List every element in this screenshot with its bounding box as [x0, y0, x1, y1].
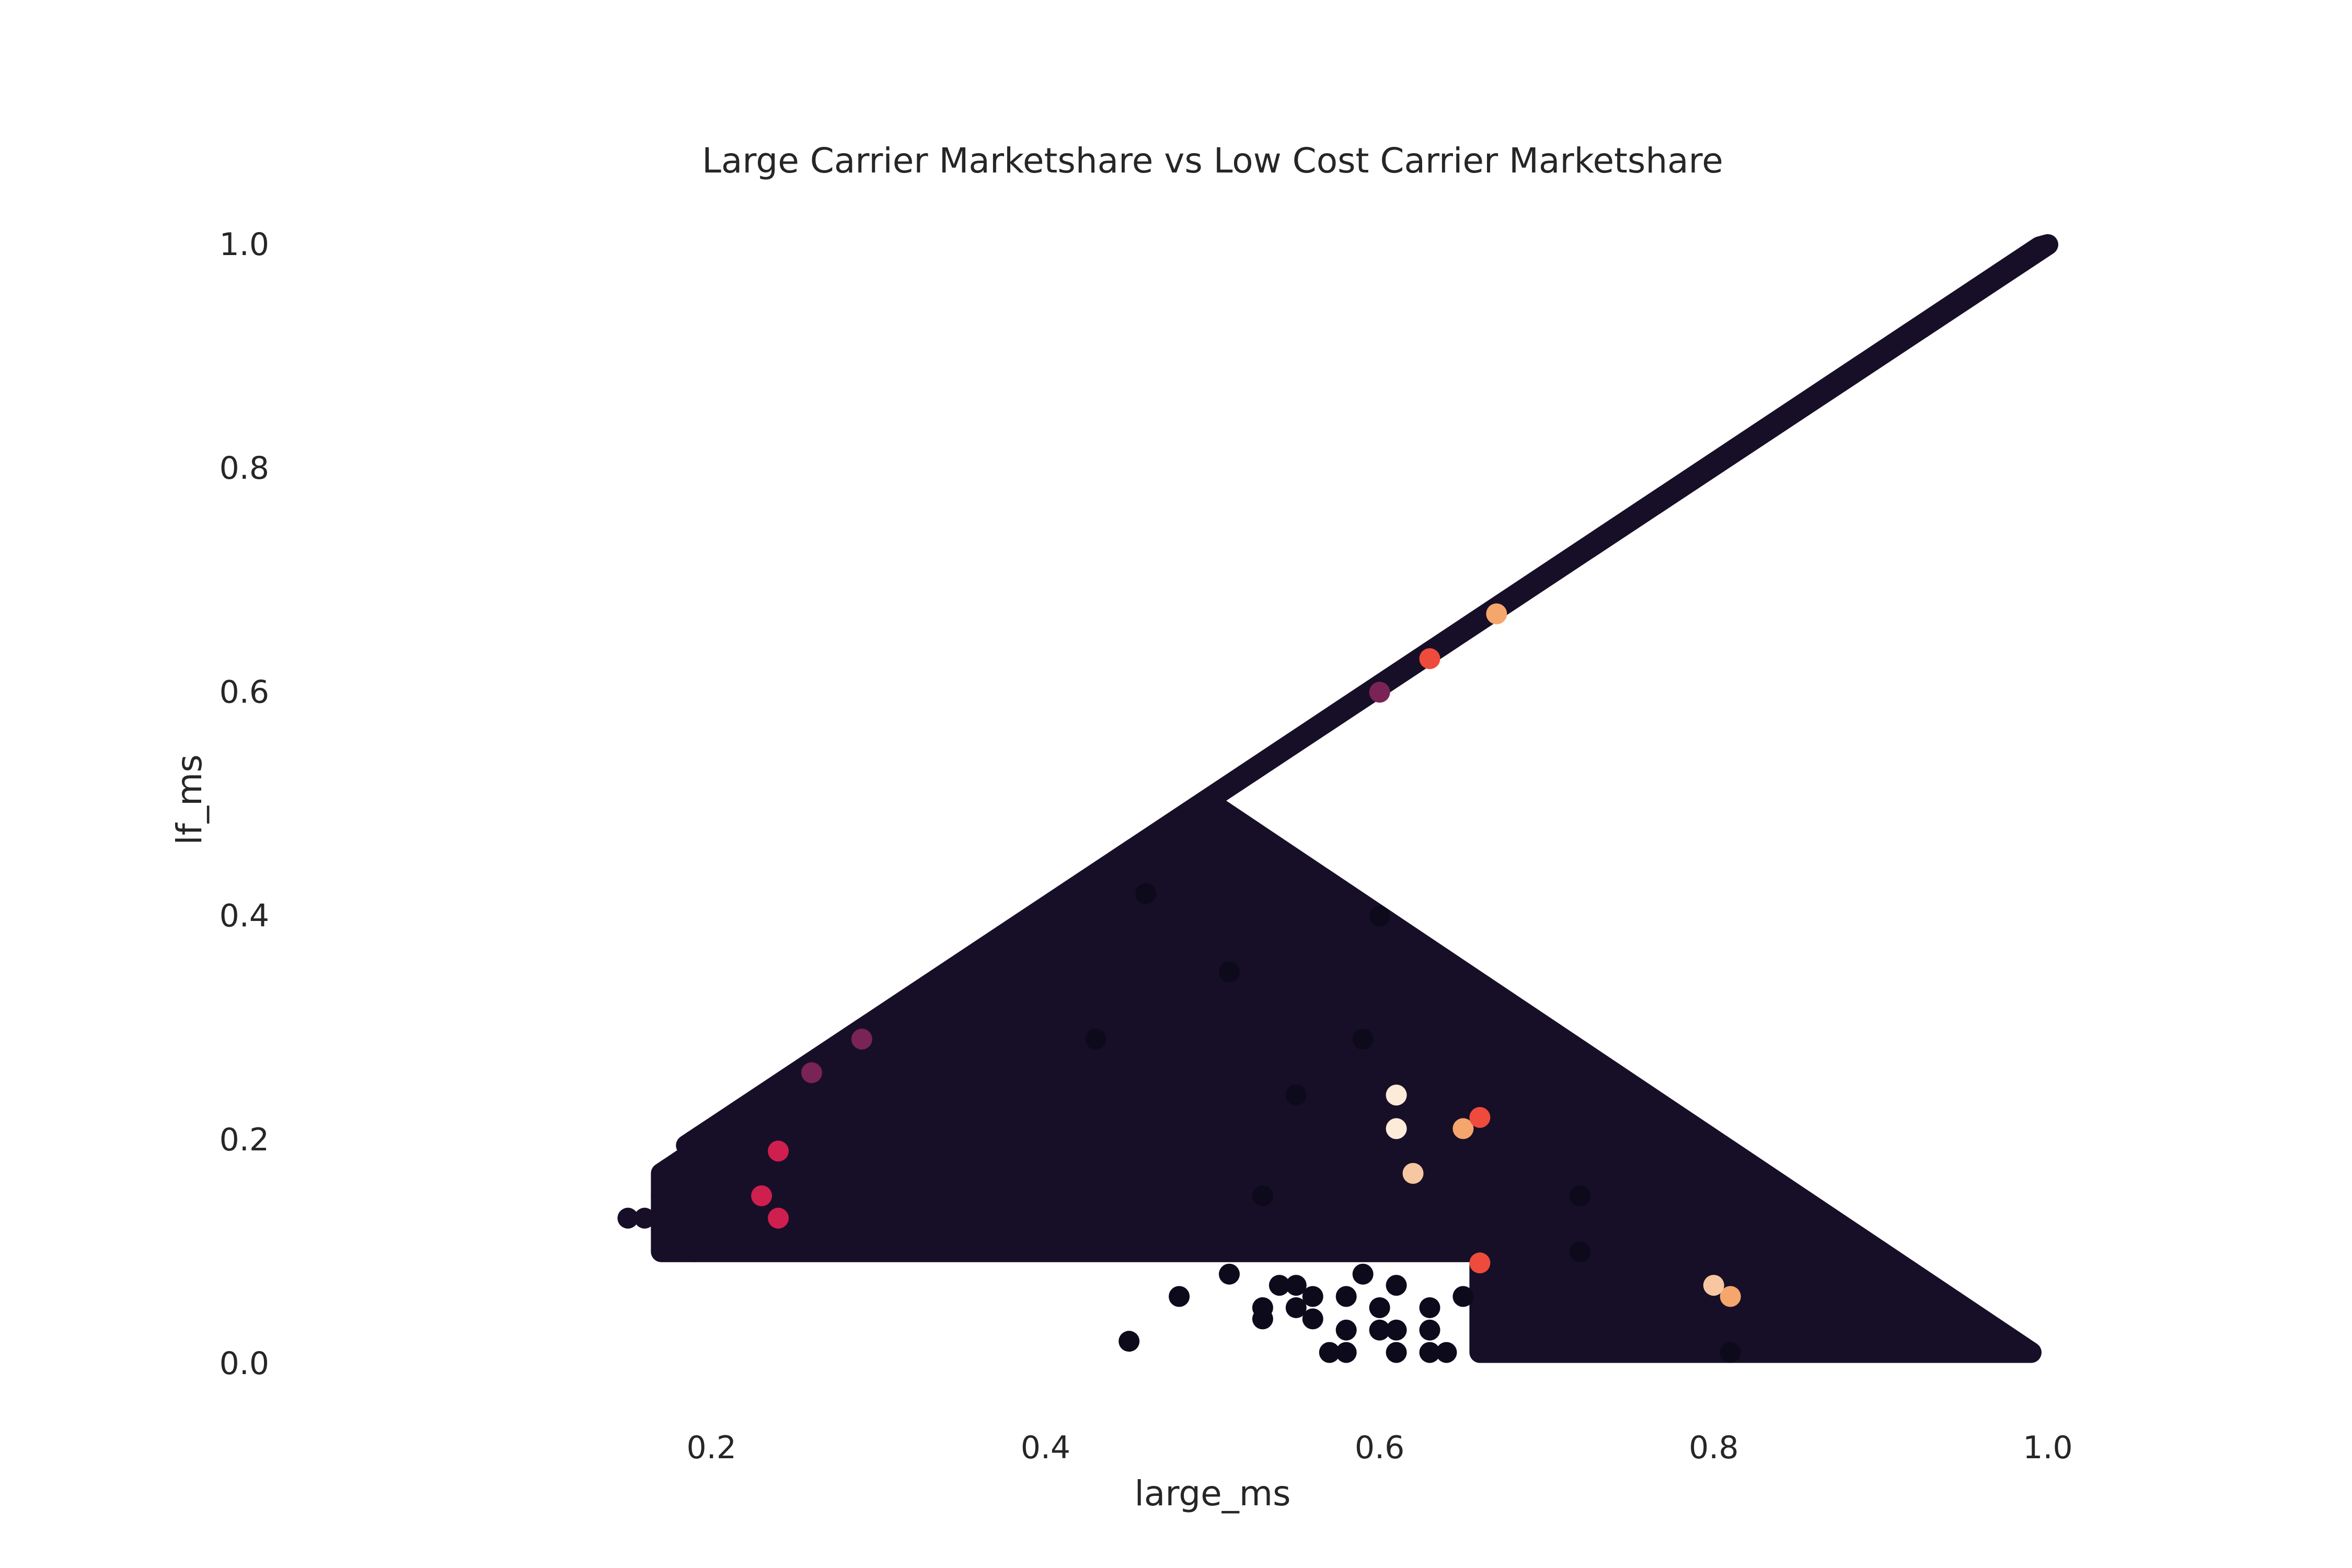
data-point — [768, 1140, 789, 1162]
data-point — [1285, 1275, 1307, 1296]
data-point — [1135, 883, 1157, 904]
data-point — [1703, 1275, 1724, 1296]
x-axis-ticks: 0.2 0.4 0.6 0.8 1.0 — [686, 1429, 2072, 1466]
data-point — [1720, 1286, 1741, 1307]
data-point — [1386, 1319, 1407, 1341]
data-point — [801, 1062, 822, 1083]
data-point — [1419, 1319, 1440, 1341]
x-axis-label: large_ms — [1135, 1473, 1291, 1514]
y-tick-label: 0.2 — [220, 1122, 269, 1158]
data-point — [1469, 1106, 1491, 1128]
x-tick-label: 0.2 — [686, 1429, 736, 1466]
density-regions — [651, 234, 2058, 1363]
data-point — [851, 1029, 872, 1050]
data-point — [1386, 1118, 1407, 1139]
data-point — [751, 1185, 773, 1206]
data-point — [1252, 1308, 1273, 1330]
data-point — [1419, 648, 1440, 670]
data-point — [651, 1219, 672, 1240]
y-tick-label: 0.8 — [220, 450, 269, 487]
data-point — [1218, 961, 1240, 983]
data-point — [1252, 1185, 1273, 1206]
data-point — [1369, 682, 1390, 703]
data-point — [684, 1241, 706, 1262]
data-point — [1319, 1342, 1340, 1363]
data-point — [1369, 905, 1390, 927]
data-point — [1335, 1286, 1357, 1307]
x-tick-label: 0.4 — [1021, 1429, 1070, 1466]
x-tick-label: 0.8 — [1689, 1429, 1738, 1466]
data-point — [701, 1151, 722, 1173]
data-point — [1720, 1342, 1741, 1363]
data-point — [1419, 1297, 1440, 1318]
data-point — [1386, 1342, 1407, 1363]
data-point — [1452, 1118, 1474, 1139]
chart-title: Large Carrier Marketshare vs Low Cost Ca… — [702, 141, 1723, 181]
data-point — [1369, 1319, 1390, 1341]
data-point — [617, 1207, 639, 1229]
y-axis-label: lf_ms — [169, 754, 210, 845]
data-point — [651, 1185, 672, 1206]
y-tick-label: 0.0 — [220, 1345, 269, 1382]
data-point — [1302, 1286, 1323, 1307]
data-point — [1218, 1263, 1240, 1285]
data-point — [1570, 1185, 1591, 1206]
density-region-2 — [1469, 1241, 2042, 1363]
data-point — [1269, 1275, 1290, 1296]
data-point — [1419, 1342, 1440, 1363]
data-point — [1386, 1275, 1407, 1296]
data-point — [1352, 1029, 1374, 1050]
x-tick-label: 1.0 — [2023, 1429, 2072, 1466]
data-point — [1352, 1263, 1374, 1285]
data-point — [1570, 1241, 1591, 1262]
y-tick-label: 0.6 — [220, 674, 269, 710]
data-point — [1452, 1286, 1474, 1307]
data-point — [1085, 1029, 1106, 1050]
y-tick-label: 0.4 — [220, 898, 269, 935]
data-point — [1169, 1286, 1190, 1307]
data-point — [1335, 1342, 1357, 1363]
x-tick-label: 0.6 — [1355, 1429, 1404, 1466]
scatter-points — [617, 603, 1741, 1363]
data-point — [768, 1207, 789, 1229]
y-tick-label: 1.0 — [220, 226, 269, 263]
data-point — [1369, 1297, 1390, 1318]
data-point — [1486, 603, 1507, 625]
data-point — [1285, 1297, 1307, 1318]
data-point — [1469, 1252, 1491, 1274]
y-axis-ticks: 0.0 0.2 0.4 0.6 0.8 1.0 — [220, 226, 269, 1382]
data-point — [1386, 1085, 1407, 1106]
data-point — [1302, 1308, 1323, 1330]
data-point — [1119, 1331, 1140, 1352]
data-point — [1285, 1085, 1307, 1106]
data-point — [667, 1230, 689, 1251]
data-point — [1335, 1319, 1357, 1341]
data-point — [1436, 1342, 1457, 1363]
data-point — [634, 1207, 655, 1229]
data-point — [1402, 1163, 1424, 1184]
